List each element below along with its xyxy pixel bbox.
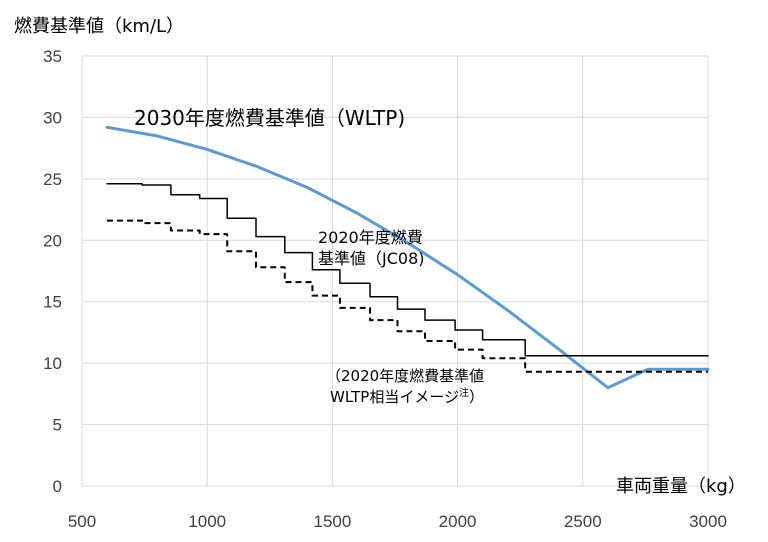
y-tick-label: 0 <box>53 477 62 496</box>
x-tick-label: 1000 <box>188 512 226 531</box>
grid <box>81 55 709 487</box>
y-tick-label: 30 <box>43 108 62 127</box>
y-tick-label: 5 <box>53 416 62 435</box>
x-tick-label: 2000 <box>439 512 477 531</box>
x-tick-labels: 500 1000 1500 2000 2500 3000 <box>68 512 727 531</box>
x-tick-label: 500 <box>68 512 96 531</box>
annotation-2020-jc08-line1: 2020年度燃費 <box>318 228 423 247</box>
annotation-note-mark: 注 <box>459 386 469 399</box>
y-tick-label: 35 <box>43 47 62 66</box>
series-lines <box>105 125 710 390</box>
series-2020-jc08-steps <box>106 183 709 357</box>
y-tick-label: 10 <box>43 354 62 373</box>
series-2030-wltp-curve <box>105 125 710 390</box>
y-tick-labels: 0 5 10 15 20 25 30 35 <box>43 47 62 496</box>
annotation-wltp-image-line1: （2020年度燃費基準値 <box>326 367 484 385</box>
annotation-close-paren: ） <box>469 388 484 406</box>
x-axis-title: 車両重量（kg） <box>616 476 746 497</box>
y-tick-label: 25 <box>43 170 62 189</box>
y-axis-title: 燃費基準値（km/L） <box>14 16 184 37</box>
y-tick-label: 15 <box>43 293 62 312</box>
x-tick-label: 2500 <box>564 512 602 531</box>
series-2020-wltp-image-steps <box>107 219 708 373</box>
annotation-2020-jc08-line2: 基準値（JC08) <box>318 249 425 268</box>
y-tick-label: 20 <box>43 231 62 250</box>
annotation-wltp-image-line2: WLTP相当イメージ注） <box>330 386 484 406</box>
x-tick-label: 1500 <box>313 512 351 531</box>
annotation-wltp-image-text: WLTP相当イメージ <box>330 388 459 406</box>
annotation-2030-wltp: 2030年度燃費基準値（WLTP) <box>134 106 405 130</box>
x-tick-label: 3000 <box>689 512 727 531</box>
